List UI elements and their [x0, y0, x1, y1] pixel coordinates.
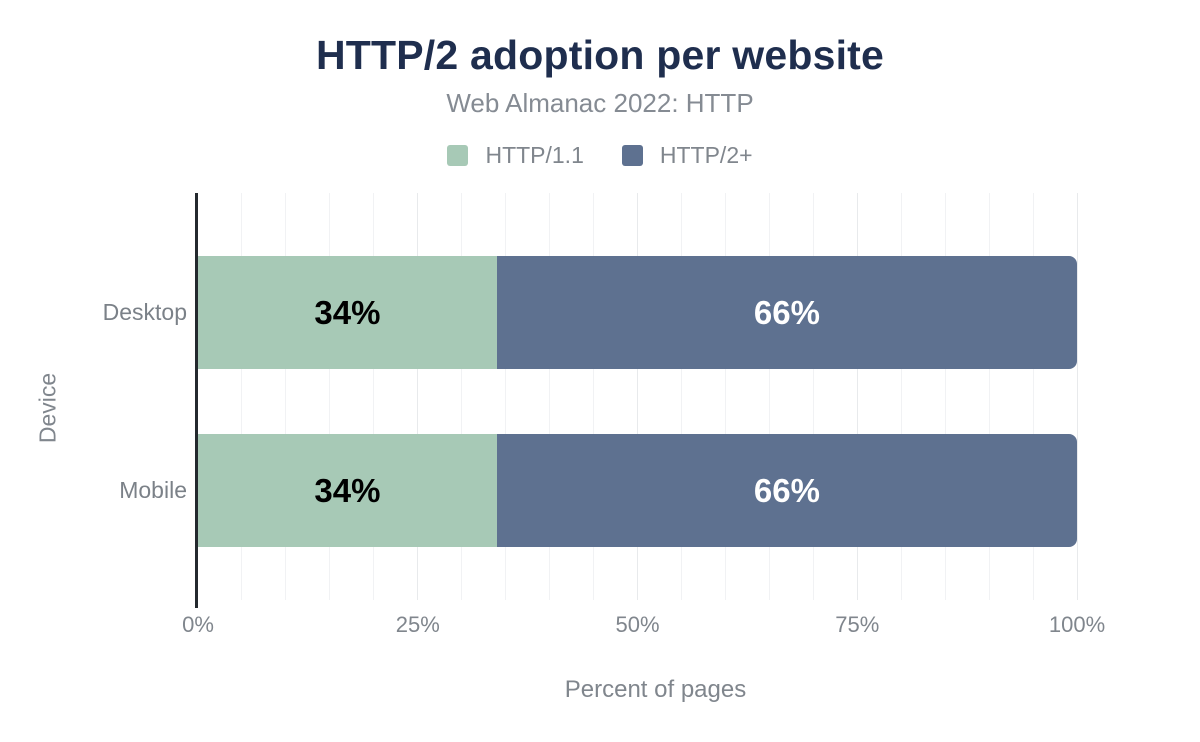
minor-gridline [900, 193, 902, 600]
category-label-desktop: Desktop [102, 299, 187, 325]
bar-segment-desktop-http-2-[interactable]: 66% [496, 256, 1077, 369]
x-tick-label-0: 0% [182, 612, 214, 637]
minor-gridline [593, 193, 595, 600]
bar-mobile: 34% 66% [198, 434, 1077, 547]
minor-gridline [461, 193, 463, 600]
x-tick-label-25: 25% [395, 612, 440, 637]
major-gridline [637, 193, 638, 600]
x-axis-title: Percent of pages [564, 676, 747, 703]
legend-label: HTTP/2+ [659, 142, 753, 168]
y-axis-title: Device [34, 372, 61, 444]
minor-gridline [680, 193, 682, 600]
legend-swatch-icon [447, 145, 469, 166]
y-axis-line [195, 193, 198, 608]
plot-area: 34% 66% 34% 66% [198, 193, 1078, 600]
minor-gridline [549, 193, 551, 600]
legend-swatch-icon [621, 145, 643, 166]
minor-gridline [812, 193, 814, 600]
minor-gridline [285, 193, 287, 600]
x-tick-label-75: 75% [835, 612, 880, 637]
bar-segment-mobile-http-2-[interactable]: 66% [496, 434, 1077, 547]
legend-label: HTTP/1.1 [485, 142, 584, 168]
minor-gridline [988, 193, 990, 600]
minor-gridline [505, 193, 507, 600]
legend-item-http-2-[interactable]: HTTP/2+ [621, 142, 753, 169]
legend-item-http-1-1[interactable]: HTTP/1.1 [447, 142, 584, 169]
major-gridline [417, 193, 419, 600]
minor-gridline [329, 193, 331, 600]
major-gridline [856, 193, 858, 600]
chart-subtitle: Web Almanac 2022: HTTP [446, 88, 754, 118]
x-tick-label-100: 100% [1048, 612, 1106, 637]
x-tick-label-50: 50% [615, 612, 660, 637]
category-label-mobile: Mobile [119, 477, 187, 503]
bar-segment-mobile-http-1-1[interactable]: 34% [198, 434, 497, 547]
major-gridline [1076, 193, 1078, 600]
minor-gridline [768, 193, 770, 600]
chart-legend: HTTP/1.1 HTTP/2+ [0, 142, 1200, 169]
bar-segment-desktop-http-1-1[interactable]: 34% [198, 256, 497, 369]
minor-gridline [373, 193, 375, 600]
minor-gridline [1032, 193, 1034, 600]
bar-desktop: 34% 66% [198, 256, 1077, 369]
minor-gridline [241, 193, 243, 600]
minor-gridline [724, 193, 726, 600]
minor-gridline [944, 193, 946, 600]
chart-title: HTTP/2 adoption per website [315, 32, 885, 78]
